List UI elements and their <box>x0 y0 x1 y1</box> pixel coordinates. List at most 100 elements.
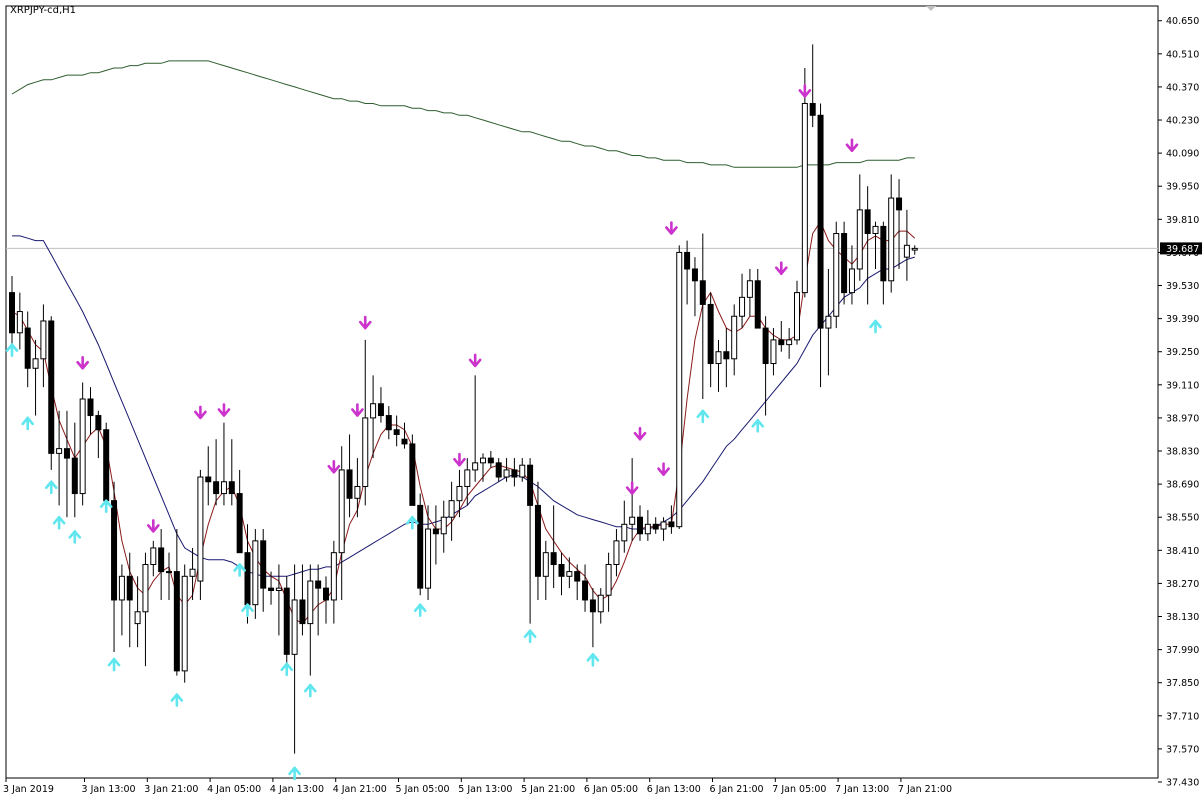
candle <box>346 434 353 518</box>
y-tick-label: 37.850 <box>1166 678 1199 689</box>
candle-body <box>401 438 408 445</box>
arrow-up-icon <box>751 418 765 433</box>
arrow-up-icon <box>170 693 184 707</box>
candle <box>173 529 180 676</box>
y-tick-label: 37.570 <box>1166 744 1199 755</box>
candle-body <box>739 296 746 317</box>
candle-body <box>409 443 416 506</box>
candle-body <box>833 233 840 317</box>
candle <box>299 564 306 636</box>
candle-body <box>425 528 432 589</box>
candle-body <box>574 571 581 582</box>
candle-body <box>715 351 722 365</box>
candle-body <box>377 403 384 417</box>
arrow-down-icon <box>76 355 89 370</box>
candle <box>283 576 290 671</box>
x-tick-label: 7 Jan 13:00 <box>835 784 889 795</box>
candle <box>856 174 863 281</box>
candle-body <box>511 469 518 478</box>
candle <box>197 469 204 600</box>
candle <box>699 233 706 399</box>
candle-body <box>495 462 502 478</box>
candle <box>236 469 243 554</box>
candle <box>770 328 777 376</box>
arrow-up-icon <box>696 409 710 424</box>
time-axis: 3 Jan 2019 3 Jan 13:00 3 Jan 21:00 4 Jan 05… <box>3 778 952 795</box>
candle <box>205 446 212 506</box>
y-tick-label: 39.390 <box>1166 314 1199 325</box>
shift-marker-icon <box>926 6 936 11</box>
candle <box>809 44 816 128</box>
candle-body <box>644 523 651 535</box>
candle-body <box>87 398 94 417</box>
x-tick-label: 7 Jan 21:00 <box>898 784 952 795</box>
x-tick-label: 3 Jan 21:00 <box>144 784 198 795</box>
candle <box>16 292 23 350</box>
price-tag-label: 39.687 <box>1166 244 1199 255</box>
candle-body <box>676 251 683 528</box>
y-tick-label: 37.990 <box>1166 645 1199 656</box>
arrow-up-icon <box>288 766 301 781</box>
arrow-down-icon <box>453 452 466 467</box>
candle-body <box>440 516 447 535</box>
candle-body <box>40 320 47 360</box>
candle-body <box>79 398 86 495</box>
candle <box>377 387 384 423</box>
candle-body <box>723 351 730 360</box>
arrow-up-icon <box>44 480 58 495</box>
candle <box>754 268 761 329</box>
y-tick-label: 39.250 <box>1166 347 1199 358</box>
candle <box>189 547 196 600</box>
candle-body <box>770 339 777 365</box>
candle <box>385 406 392 440</box>
candle <box>126 552 133 648</box>
candle-body <box>71 457 78 495</box>
candle-body <box>244 552 251 606</box>
candle <box>613 529 620 577</box>
arrow-down-icon <box>468 353 482 368</box>
candle <box>252 529 259 619</box>
candle <box>448 481 455 541</box>
candle-body <box>181 575 188 672</box>
arrow-up-icon <box>406 515 419 530</box>
candle <box>794 280 800 345</box>
candle-body <box>299 599 306 625</box>
y-tick-label: 40.510 <box>1166 49 1199 60</box>
candle <box>362 339 369 506</box>
candle-body <box>637 516 643 535</box>
price-tag-layer: 39.687 <box>1160 242 1202 255</box>
candle <box>746 268 753 317</box>
candle-body <box>228 481 235 495</box>
x-tick-label: 6 Jan 21:00 <box>710 784 764 795</box>
candle-body <box>856 209 863 270</box>
candle <box>63 410 70 518</box>
candle-body <box>668 521 675 528</box>
candle <box>503 458 510 482</box>
arrow-down-icon <box>194 405 207 420</box>
candle <box>723 328 730 388</box>
candle-body <box>880 225 887 282</box>
arrow-up-icon <box>869 319 882 334</box>
candle-body <box>762 327 769 365</box>
arrow-down-icon <box>633 426 647 441</box>
candle <box>275 564 282 636</box>
candle <box>864 186 871 305</box>
candle-body <box>362 417 369 487</box>
candle-body <box>589 599 596 613</box>
candle <box>71 422 78 518</box>
candle <box>456 469 463 518</box>
arrow-down-icon <box>351 403 364 417</box>
candle-body <box>754 280 761 329</box>
candle <box>79 382 86 506</box>
candle-body <box>794 292 800 341</box>
candle <box>134 576 141 648</box>
candle <box>213 439 220 506</box>
candle-body <box>527 464 534 506</box>
x-tick-label: 7 Jan 05:00 <box>772 784 826 795</box>
candle-body <box>731 315 738 360</box>
candle <box>150 540 157 577</box>
y-tick-label: 38.270 <box>1166 579 1199 590</box>
y-tick-label: 38.410 <box>1166 546 1199 557</box>
